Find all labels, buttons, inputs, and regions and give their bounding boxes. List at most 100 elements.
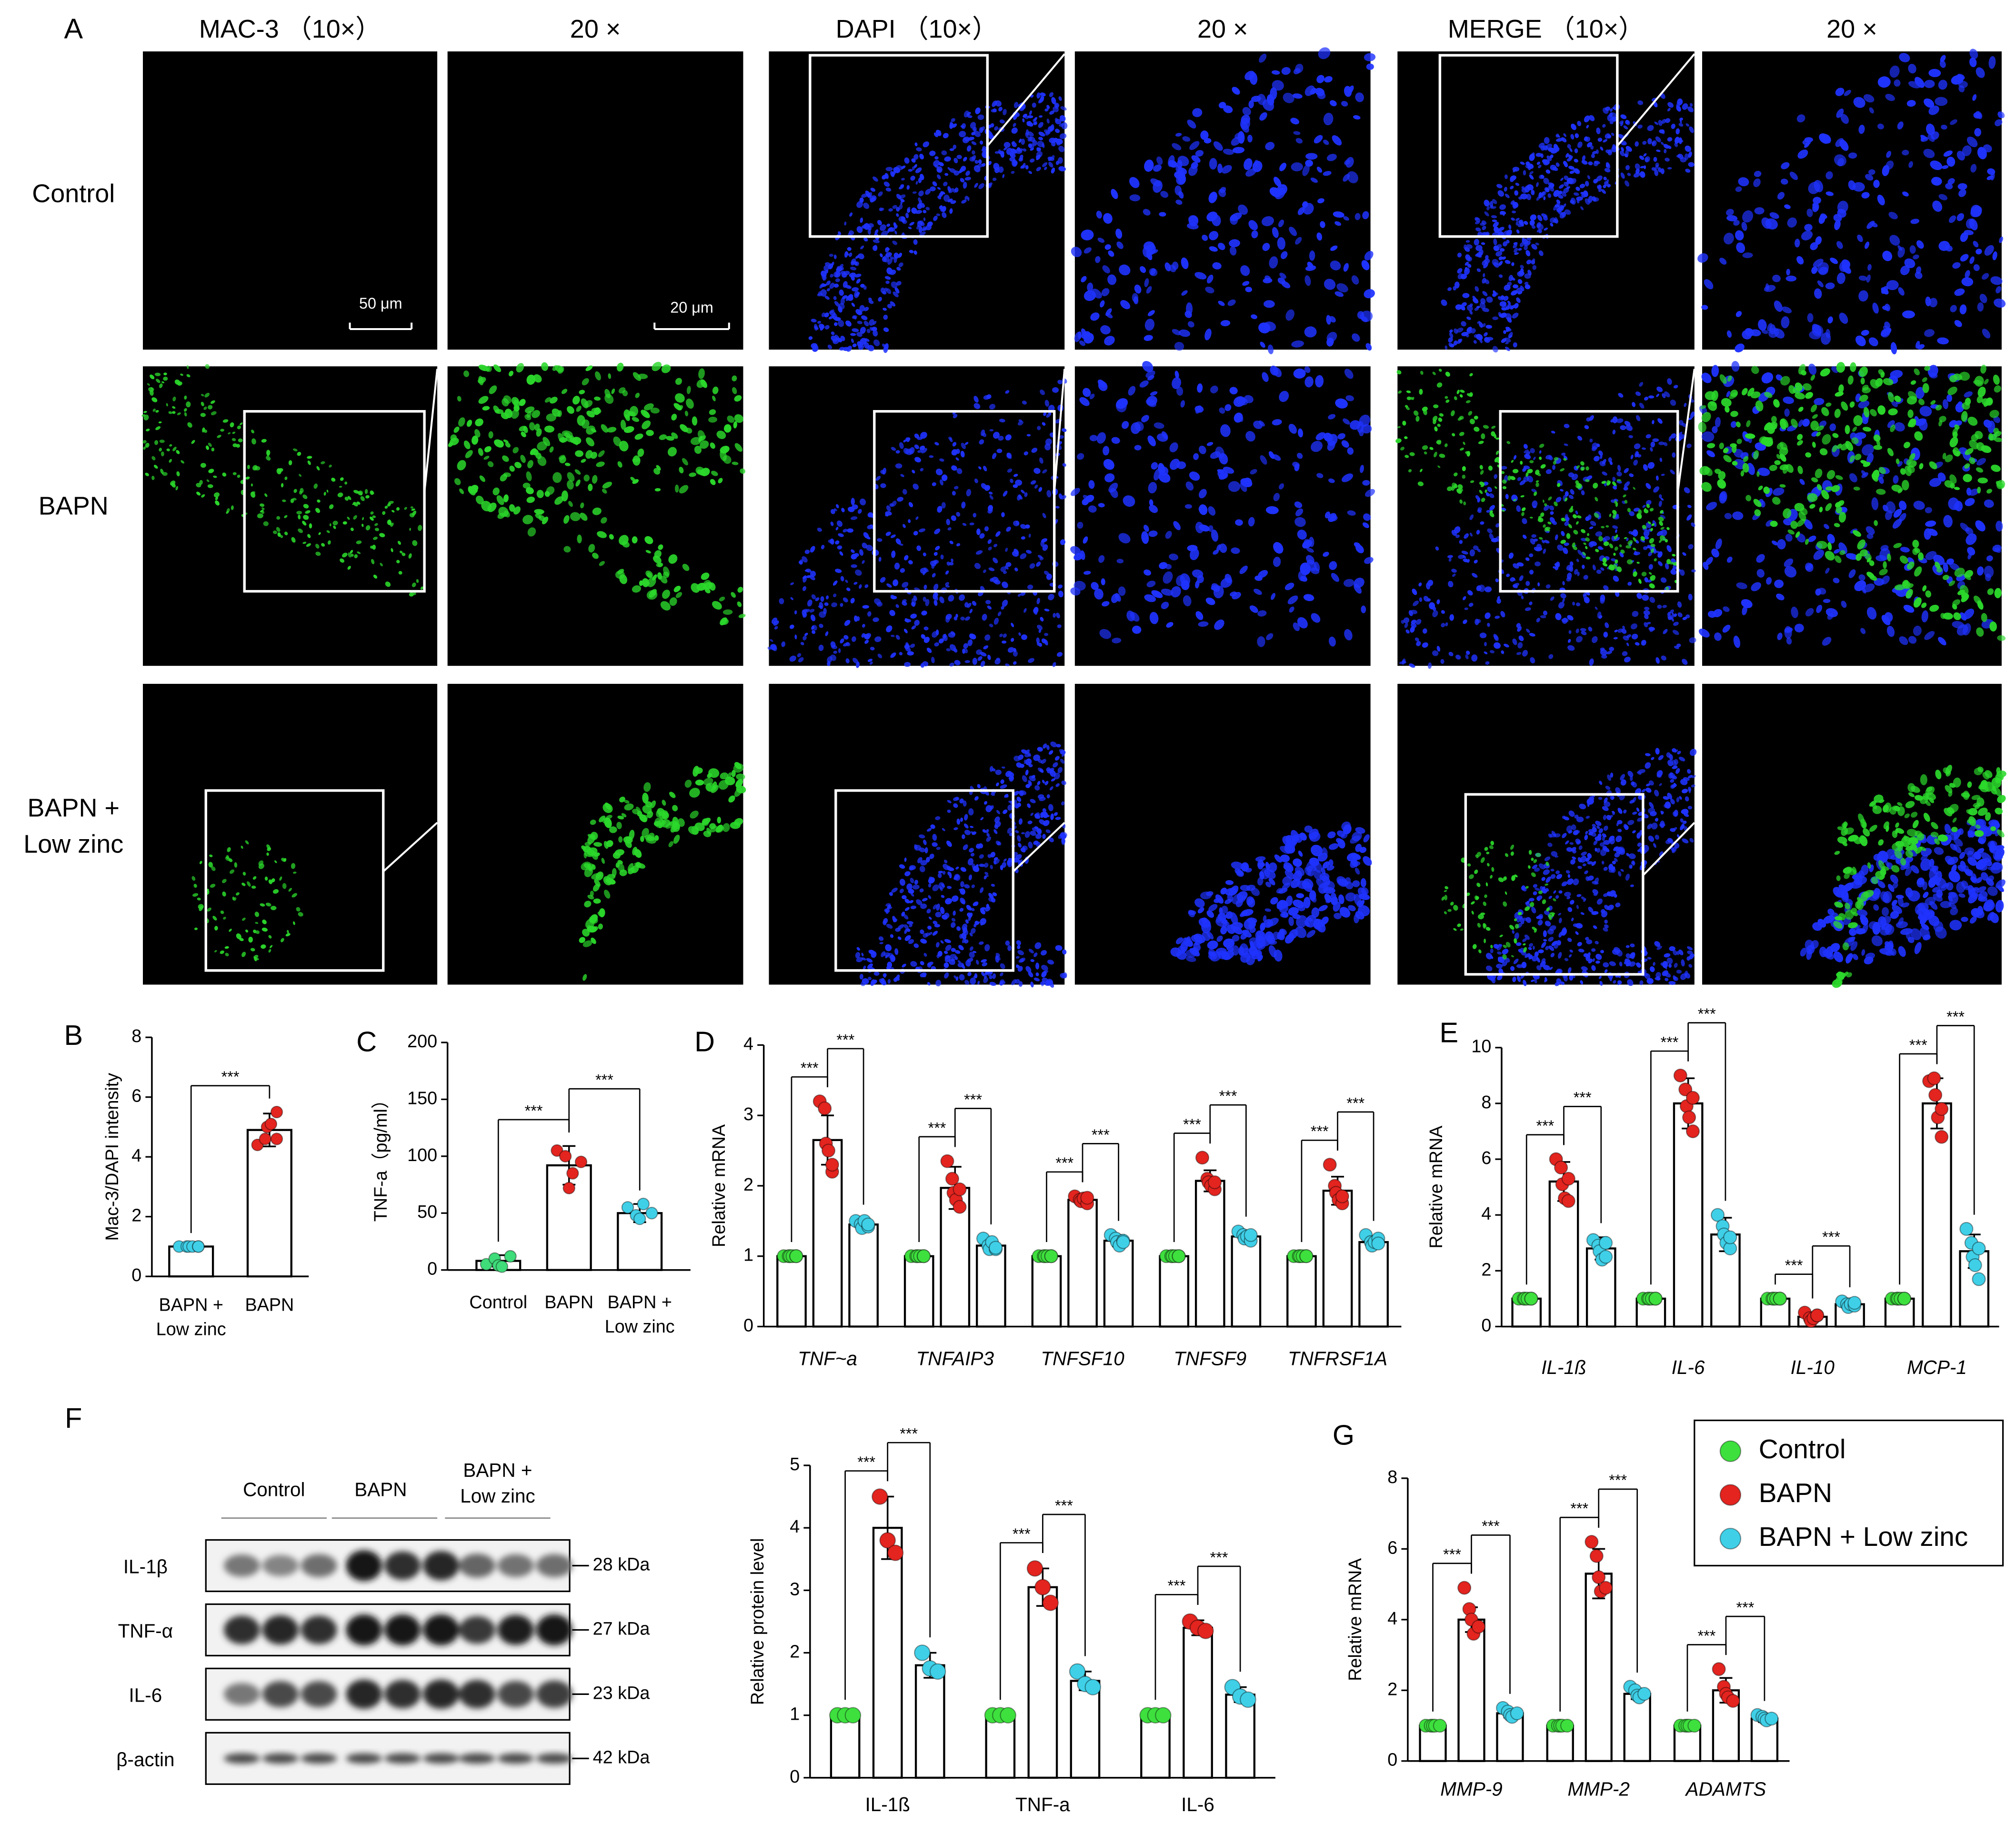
cell — [942, 212, 947, 218]
cell — [915, 180, 918, 185]
cell — [913, 164, 917, 168]
cell — [1003, 147, 1008, 150]
cell — [1058, 96, 1062, 101]
column-header: 20 × — [1197, 15, 1248, 43]
cell — [923, 217, 926, 221]
cell — [1038, 122, 1043, 128]
cell — [913, 239, 918, 245]
cell — [860, 327, 866, 334]
cell — [833, 271, 841, 278]
cell — [972, 150, 975, 155]
cell — [1240, 265, 1250, 276]
cell — [1059, 133, 1067, 139]
cell — [916, 225, 920, 230]
cell — [974, 160, 979, 164]
micrograph-cells — [808, 92, 1068, 353]
cell — [832, 261, 834, 266]
cell — [863, 237, 868, 242]
cell — [607, 874, 616, 880]
cell — [850, 266, 857, 271]
cell — [880, 253, 883, 258]
cell — [1262, 242, 1270, 251]
cell — [1310, 177, 1318, 183]
cell — [883, 327, 889, 332]
cell — [915, 210, 923, 214]
cell — [1314, 135, 1323, 144]
cell — [854, 261, 858, 266]
cell — [1974, 128, 1981, 137]
cell — [1172, 143, 1182, 150]
cell — [941, 206, 946, 212]
micrograph — [143, 51, 438, 350]
cell — [913, 154, 919, 160]
cell — [963, 157, 967, 161]
cell — [919, 231, 926, 236]
cell — [826, 281, 831, 286]
cell — [977, 114, 984, 120]
cell — [880, 224, 886, 231]
cell — [863, 321, 869, 327]
panel-letter: A — [64, 12, 83, 44]
cell — [1002, 640, 1007, 644]
cell — [1032, 102, 1036, 108]
micrograph — [769, 683, 1065, 985]
cell — [951, 118, 955, 122]
cell — [854, 291, 860, 298]
cell — [850, 333, 856, 336]
cell — [851, 275, 855, 281]
cell — [885, 167, 893, 171]
cell — [1058, 146, 1065, 152]
cell — [824, 312, 829, 318]
cell — [832, 338, 840, 344]
cell — [838, 231, 842, 235]
cell — [1652, 438, 1659, 442]
cell — [1100, 325, 1111, 335]
cell — [1659, 494, 1662, 499]
cell — [1807, 313, 1814, 322]
cell — [1059, 115, 1066, 122]
cell — [1129, 194, 1141, 201]
cell — [891, 281, 898, 289]
cell — [967, 115, 973, 118]
cell — [918, 190, 924, 197]
cell — [817, 321, 821, 324]
cell — [1568, 472, 1575, 478]
cell — [1343, 216, 1349, 221]
cell — [1019, 154, 1023, 160]
cell — [869, 327, 873, 331]
cell — [1087, 282, 1093, 292]
cell — [826, 288, 831, 291]
cell — [1364, 289, 1375, 299]
cell — [833, 254, 837, 260]
cell — [1039, 115, 1043, 118]
micrograph — [143, 683, 438, 985]
cell — [1304, 275, 1311, 286]
cell — [1009, 157, 1016, 162]
column-header: 20 × — [1826, 15, 1877, 43]
cell — [1047, 156, 1054, 161]
cell — [918, 197, 921, 202]
cell — [959, 130, 966, 138]
cell — [849, 212, 853, 217]
cell — [1901, 480, 1909, 491]
cell — [943, 194, 950, 202]
cell — [885, 187, 892, 192]
cell — [834, 317, 841, 321]
cell — [1051, 97, 1056, 105]
cell — [909, 250, 914, 253]
cell — [870, 197, 876, 203]
cell — [869, 319, 875, 326]
micrograph — [1397, 51, 1695, 350]
cell — [1229, 239, 1240, 248]
cell — [883, 308, 887, 311]
cell — [1003, 109, 1007, 116]
cell — [849, 230, 854, 235]
cell — [1212, 262, 1222, 270]
cell — [824, 295, 830, 300]
cell — [1291, 162, 1303, 171]
cell — [1324, 76, 1333, 83]
cell — [1027, 115, 1033, 119]
cell — [829, 253, 833, 257]
cell — [923, 141, 930, 148]
cell — [1049, 92, 1054, 97]
